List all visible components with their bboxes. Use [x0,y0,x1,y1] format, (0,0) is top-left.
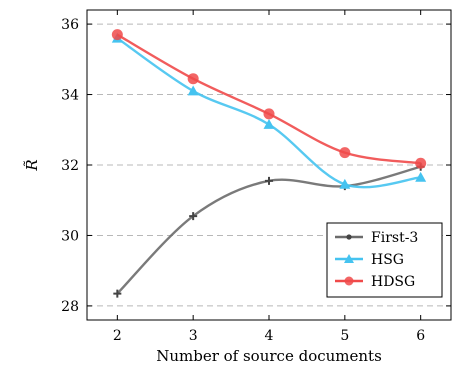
data-point [263,108,275,120]
legend-item: First-3 [335,230,418,246]
legend-marker [344,276,354,286]
data-point [415,157,427,169]
data-point [339,178,351,189]
legend-item: HDSG [335,274,415,290]
x-tick-label: 4 [265,328,274,344]
x-tick-label: 3 [189,328,198,344]
legend: First-3 HSG HDSG [326,222,443,298]
legend-label: HSG [371,252,404,268]
y-tick-label: 36 [61,17,79,33]
series-hdsg [111,29,427,169]
series-line [116,33,421,165]
legend-marker [346,234,352,240]
x-axis-title: Number of source documents [156,347,382,365]
legend-label: First-3 [371,230,418,246]
y-axis-title: R̃ [23,159,41,171]
data-point [415,171,427,182]
y-tick-label: 32 [61,158,79,174]
legend-label: HDSG [371,274,415,290]
series-layer [111,29,427,298]
x-tick-label: 2 [113,328,122,344]
data-point [111,29,123,41]
series-hsg [111,32,427,189]
y-tick-label: 34 [61,88,79,104]
data-point [263,118,275,129]
data-point [113,289,122,298]
y-tick-label: 30 [61,228,79,244]
y-tick-label: 28 [61,299,79,315]
data-point [265,176,273,185]
data-point [339,147,351,159]
x-tick-label: 6 [416,328,425,344]
legend-marker [344,254,354,263]
data-point [187,73,199,85]
x-tick-label: 5 [340,328,349,344]
data-point [189,212,198,221]
legend-item: HSG [335,252,404,268]
data-point [187,85,199,96]
